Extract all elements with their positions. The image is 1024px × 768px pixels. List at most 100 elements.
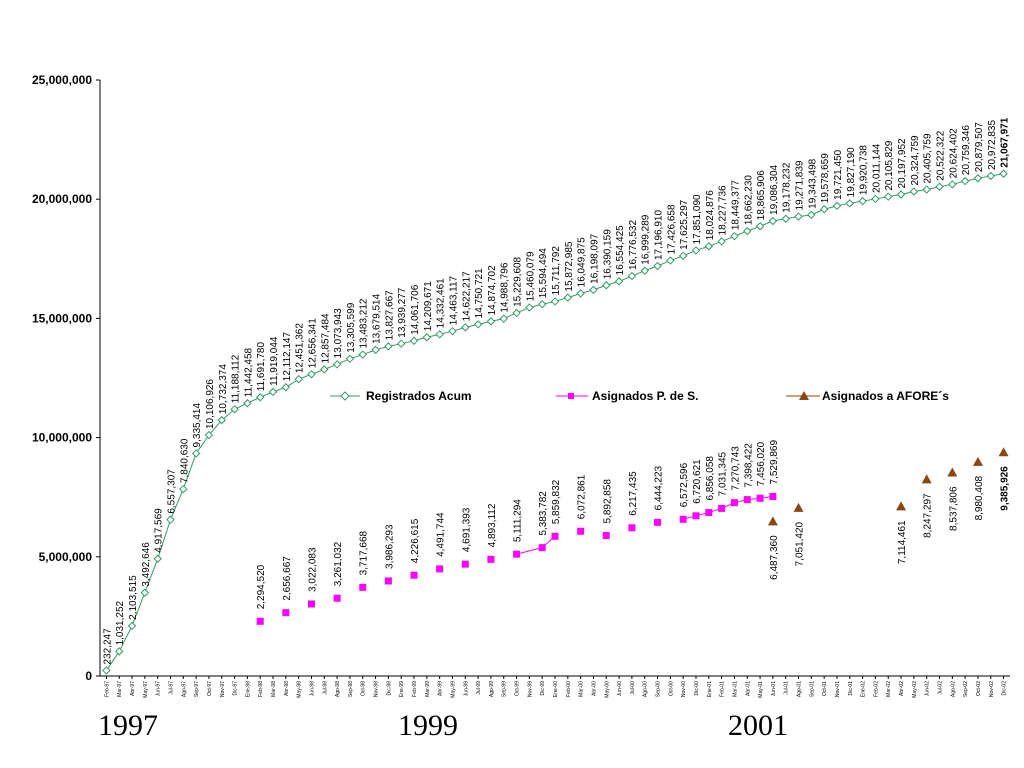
asignados-pds-marker [256, 617, 264, 625]
registrados-marker [627, 271, 637, 281]
x-tick-label: Nov-98 [374, 681, 380, 697]
x-tick-label: Jul-97 [168, 681, 174, 695]
registrados-marker [191, 449, 201, 458]
registrados-data-label: 18,449,377 [730, 180, 741, 230]
registrados-data-label: 19,086,304 [769, 164, 780, 214]
x-tick-label: Nov-97 [220, 681, 226, 697]
asignados-pds-data-label: 7,270,743 [730, 446, 741, 491]
registrados-marker [217, 415, 226, 425]
registrados-marker [153, 554, 162, 563]
registrados-data-label: 14,209,671 [423, 281, 434, 331]
asignados-pds-marker [487, 555, 495, 563]
registrados-marker [858, 196, 867, 206]
asignados-pds-data-label: 4,491,744 [436, 512, 447, 557]
x-tick-label: Abr-02 [899, 681, 905, 696]
registrados-data-label: 11,442,458 [243, 347, 254, 397]
x-tick-label: Nov-02 [989, 681, 995, 697]
legend-pds-marker [568, 393, 574, 399]
registrados-marker [537, 300, 547, 309]
x-tick-label: Abr-01 [745, 681, 751, 696]
asignados-pds-data-label: 6,217,435 [628, 471, 639, 516]
x-tick-label: Ago-01 [797, 681, 803, 697]
asignados-pds-marker [718, 504, 726, 512]
registrados-marker [807, 210, 816, 220]
x-tick-label: Jun-00 [617, 681, 623, 697]
registrados-marker [973, 174, 983, 183]
x-tick-label: Jul-99 [476, 681, 482, 695]
year-label: 2001 [728, 709, 788, 742]
registrados-data-label: 16,049,875 [577, 237, 588, 287]
registrados-marker [384, 342, 393, 351]
x-tick-label: Ago-00 [643, 681, 649, 697]
x-tick-label: Sep-98 [348, 681, 354, 697]
asignados-pds-data-label: 3,022,083 [307, 547, 318, 592]
registrados-data-label: 15,594,494 [538, 248, 549, 298]
registrados-marker [781, 214, 790, 223]
x-tick-label: Abr-98 [284, 681, 290, 696]
registrados-marker [486, 317, 496, 326]
asignados-afore-data-label: 9,385,926 [1000, 466, 1011, 511]
registrados-marker [909, 187, 919, 196]
registrados-marker [243, 399, 252, 408]
asignados-pds-data-label: 7,031,345 [718, 451, 729, 496]
registrados-data-label: 11,691,780 [256, 342, 267, 392]
x-tick-label: Feb-98 [258, 681, 264, 697]
registrados-data-label: 10,106,926 [205, 379, 216, 429]
registrados-marker [640, 266, 649, 275]
asignados-pds-marker [705, 509, 713, 517]
registrados-marker [819, 205, 829, 214]
registrados-data-label: 15,872,985 [564, 241, 575, 291]
x-tick-label: Jun-02 [925, 681, 931, 697]
x-tick-label: May-01 [758, 681, 764, 698]
registrados-marker [473, 320, 483, 329]
year-label: 1997 [98, 709, 158, 742]
x-tick-label: Jun-97 [156, 681, 162, 697]
registrados-marker [409, 336, 419, 345]
registrados-data-label: 13,679,514 [372, 293, 383, 343]
registrados-data-label: 20,972,835 [987, 120, 998, 170]
asignados-pds-marker [769, 492, 777, 500]
asignados-pds-data-label: 3,986,293 [384, 524, 395, 569]
registrados-data-label: 11,188,112 [231, 354, 242, 403]
legend-pds-label: Asignados P. de S. [592, 389, 698, 403]
registrados-marker [204, 430, 214, 440]
x-tick-label: Dic-99 [540, 681, 546, 696]
registrados-marker [268, 387, 278, 397]
asignados-pds-marker [384, 577, 392, 585]
asignados-pds-marker [743, 496, 751, 504]
x-tick-label: Feb-99 [412, 681, 418, 697]
asignados-pds-marker [628, 524, 636, 532]
chart-data-labels: 232,2471,031,2522,103,5153,492,6464,917,… [102, 117, 1010, 664]
y-tick-label: 20,000,000 [32, 192, 92, 206]
registrados-data-label: 12,112,147 [282, 332, 293, 382]
registrados-data-label: 20,105,829 [884, 140, 895, 190]
x-tick-label: Jul-02 [938, 681, 944, 695]
registrados-data-label: 13,305,599 [346, 302, 357, 352]
asignados-pds-marker [730, 499, 738, 507]
x-tick-label: Abr-97 [130, 681, 136, 696]
legend-afore-label: Asignados a AFORE´s [822, 389, 949, 403]
registrados-marker [986, 171, 995, 181]
x-tick-label: Nov-99 [527, 681, 533, 697]
registrados-marker [666, 256, 675, 265]
asignados-pds-marker [359, 583, 367, 591]
x-tick-label: Mar-99 [425, 681, 431, 697]
registrados-marker [461, 323, 470, 332]
registrados-marker [653, 261, 662, 271]
registrados-data-label: 14,061,706 [410, 284, 421, 334]
registrados-data-label: 15,711,792 [551, 246, 562, 296]
y-tick-label: 0 [85, 669, 92, 683]
registrados-data-label: 16,390,159 [602, 229, 613, 279]
year-label: 1999 [398, 709, 458, 742]
registrados-marker [230, 405, 239, 414]
registrados-data-label: 18,662,230 [743, 175, 754, 225]
registrados-marker [294, 374, 303, 384]
asignados-pds-marker [577, 527, 585, 535]
asignados-pds-marker [602, 532, 610, 540]
registrados-data-label: 19,271,839 [795, 160, 806, 210]
registrados-data-label: 20,624,402 [948, 128, 959, 178]
registrados-data-label: 19,343,498 [807, 158, 818, 208]
registrados-marker [730, 231, 739, 241]
x-tick-label: Oct-01 [822, 681, 828, 696]
registrados-data-label: 20,879,507 [974, 122, 985, 172]
